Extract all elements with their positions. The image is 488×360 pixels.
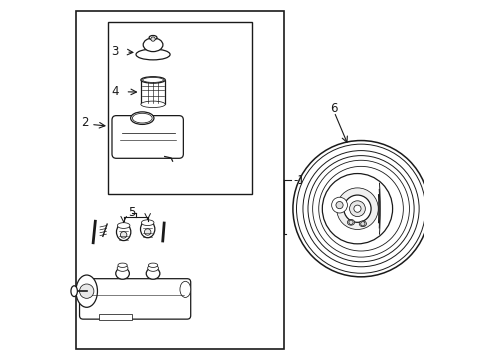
- Circle shape: [307, 156, 413, 262]
- Circle shape: [303, 150, 418, 267]
- Circle shape: [331, 197, 346, 213]
- Circle shape: [343, 195, 370, 222]
- Bar: [99, 314, 131, 320]
- Ellipse shape: [76, 275, 97, 307]
- Circle shape: [348, 220, 352, 225]
- Circle shape: [335, 202, 343, 209]
- Circle shape: [349, 201, 365, 217]
- Ellipse shape: [432, 187, 437, 191]
- Text: -1: -1: [292, 174, 304, 186]
- Ellipse shape: [146, 268, 160, 279]
- Ellipse shape: [71, 286, 77, 297]
- Ellipse shape: [147, 265, 158, 271]
- Circle shape: [322, 174, 392, 244]
- Ellipse shape: [149, 36, 157, 40]
- Circle shape: [151, 37, 155, 41]
- Text: 2: 2: [81, 116, 89, 129]
- FancyBboxPatch shape: [80, 279, 190, 319]
- Ellipse shape: [432, 223, 437, 227]
- Text: 4: 4: [111, 85, 119, 98]
- Bar: [141, 80, 165, 104]
- Ellipse shape: [117, 265, 128, 271]
- Ellipse shape: [141, 220, 154, 226]
- Ellipse shape: [117, 223, 130, 228]
- Ellipse shape: [130, 112, 154, 125]
- Ellipse shape: [136, 49, 170, 60]
- Ellipse shape: [118, 263, 127, 267]
- Ellipse shape: [148, 263, 158, 267]
- Ellipse shape: [141, 77, 165, 83]
- Text: 5: 5: [128, 207, 135, 220]
- Ellipse shape: [142, 77, 163, 82]
- Circle shape: [292, 140, 428, 277]
- Ellipse shape: [132, 113, 152, 123]
- Circle shape: [353, 205, 360, 212]
- Ellipse shape: [116, 268, 129, 279]
- Ellipse shape: [359, 221, 366, 226]
- Ellipse shape: [144, 229, 151, 235]
- Bar: [108, 22, 251, 194]
- Circle shape: [312, 160, 408, 257]
- Text: 3: 3: [111, 45, 118, 58]
- Circle shape: [336, 188, 378, 229]
- Circle shape: [360, 222, 364, 226]
- Ellipse shape: [116, 224, 131, 240]
- Circle shape: [80, 284, 94, 298]
- Ellipse shape: [141, 101, 165, 108]
- Ellipse shape: [143, 38, 163, 51]
- Circle shape: [296, 144, 425, 273]
- Bar: [76, 12, 284, 348]
- Ellipse shape: [180, 281, 190, 297]
- Text: 6: 6: [330, 102, 337, 115]
- Ellipse shape: [120, 231, 126, 238]
- FancyBboxPatch shape: [112, 116, 183, 158]
- Ellipse shape: [140, 221, 155, 238]
- Ellipse shape: [346, 220, 354, 225]
- Circle shape: [318, 166, 403, 251]
